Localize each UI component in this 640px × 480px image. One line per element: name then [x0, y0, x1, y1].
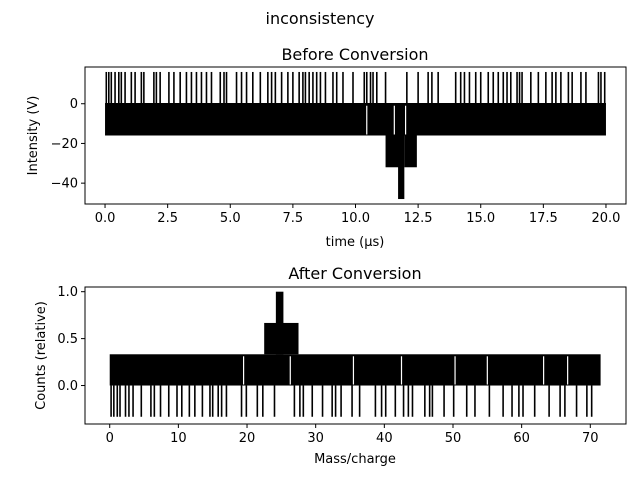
x-tick-label: 2.5 [157, 211, 178, 226]
x-tick-label: 0.0 [95, 211, 116, 226]
y-tick-label: −20 [51, 137, 78, 152]
signal-dip [404, 135, 417, 168]
x-tick-label: 12.5 [404, 211, 433, 226]
axes-frame-after [84, 286, 627, 425]
x-tick-label: 20 [239, 431, 256, 446]
x-tick-label: 70 [582, 431, 599, 446]
signal-dip [385, 135, 400, 168]
x-ticks-after: 0 10 20 30 40 50 60 70 [106, 424, 599, 446]
x-tick-label: 7.5 [283, 211, 304, 226]
chart-title-before: Before Conversion [281, 45, 428, 64]
plot-area-before [105, 71, 606, 200]
x-tick-label: 40 [376, 431, 393, 446]
y-tick-label: 0 [70, 97, 78, 112]
y-tick-label: 0.5 [57, 332, 78, 347]
signal-band-after [109, 354, 601, 386]
y-tick-label: 0.0 [57, 379, 78, 394]
y-tick-label: −40 [51, 177, 78, 192]
chart-title-after: After Conversion [288, 264, 421, 283]
y-tick-label: 1.0 [57, 285, 78, 300]
y-axis-label-after: Counts (relative) [34, 301, 49, 410]
x-tick-label: 60 [513, 431, 530, 446]
y-axis-label-before: Intensity (V) [26, 96, 41, 176]
y-ticks-after: 1.0 0.5 0.0 [57, 285, 85, 394]
x-tick-label: 5.0 [220, 211, 241, 226]
x-tick-label: 17.5 [529, 211, 558, 226]
x-tick-label: 50 [445, 431, 462, 446]
figure-suptitle: inconsistency [266, 9, 375, 28]
plot-area-after [109, 291, 601, 417]
x-axis-label-after: Mass/charge [314, 452, 396, 467]
signal-band-before [105, 103, 606, 136]
x-tick-label: 20.0 [591, 211, 620, 226]
x-tick-label: 15.0 [466, 211, 495, 226]
panel-after-conversion: After Conversion 0 10 20 30 40 50 60 70 1.0 0.5 0… [34, 264, 627, 467]
x-axis-label-before: time (μs) [326, 235, 385, 250]
panel-before-conversion: Before Conversion 0.0 2.5 5.0 7.5 10.0 12.5 15… [26, 45, 627, 250]
x-tick-label: 0 [106, 431, 114, 446]
x-tick-label: 30 [307, 431, 324, 446]
y-ticks-before: 0 −20 −40 [51, 97, 85, 192]
signal-peak [275, 291, 284, 355]
x-ticks-before: 0.0 2.5 5.0 7.5 10.0 12.5 15.0 17.5 20.0 [95, 204, 620, 226]
x-tick-label: 10.0 [341, 211, 370, 226]
signal-dip [398, 135, 405, 200]
x-tick-label: 10 [170, 431, 187, 446]
